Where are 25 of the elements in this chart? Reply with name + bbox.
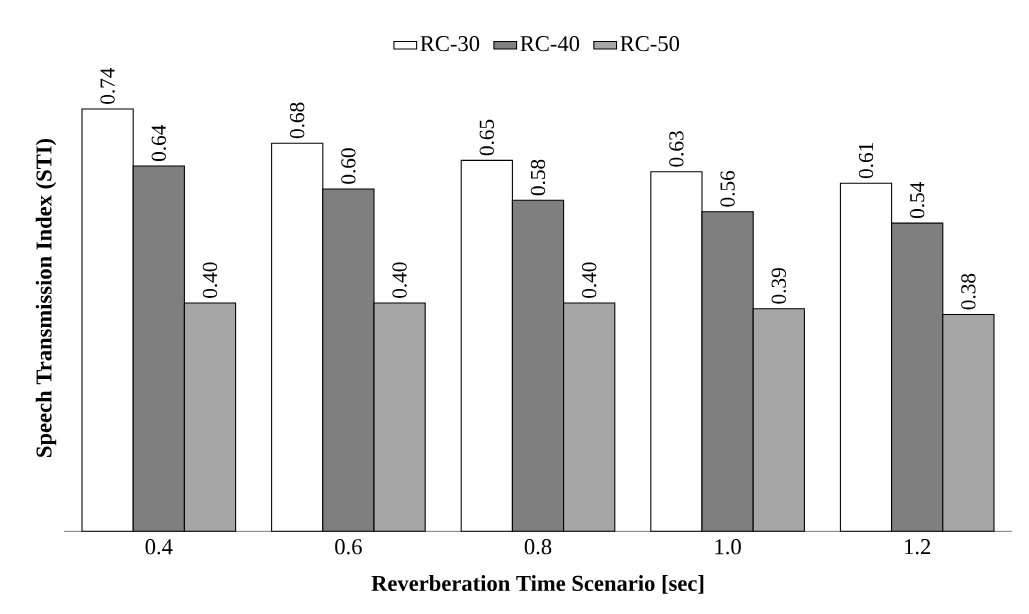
data-label: 0.61 [858, 143, 874, 179]
data-label: 0.38 [961, 273, 976, 310]
legend-label: RC-30 [420, 36, 480, 52]
data-label: 0.60 [341, 148, 356, 184]
x-axis-title: Reverberation Time Scenario [sec] [371, 575, 704, 594]
data-label: 0.56 [720, 170, 735, 207]
data-label: 0.39 [771, 268, 786, 304]
x-tick-label: 1.0 [715, 539, 741, 555]
legend-label: RC-40 [520, 36, 580, 52]
data-label: 0.40 [392, 262, 407, 298]
data-label: 0.54 [910, 182, 925, 219]
data-label: 0.63 [669, 131, 684, 167]
data-label: 0.40 [202, 262, 218, 298]
data-label: 0.58 [530, 159, 546, 196]
legend-label: RC-50 [620, 36, 680, 52]
x-tick-label: 0.4 [145, 539, 173, 555]
x-tick-label: 0.6 [335, 539, 362, 555]
y-axis-title: Speech Transmission Index (STI) [35, 138, 57, 457]
data-label: 0.74 [100, 67, 115, 104]
data-label: 0.68 [290, 102, 305, 139]
data-label: 0.65 [479, 119, 495, 156]
data-label: 0.40 [581, 262, 597, 298]
data-label: 0.64 [151, 124, 167, 161]
x-tick-label: 0.8 [524, 539, 552, 555]
x-tick-label: 1.2 [905, 539, 931, 555]
